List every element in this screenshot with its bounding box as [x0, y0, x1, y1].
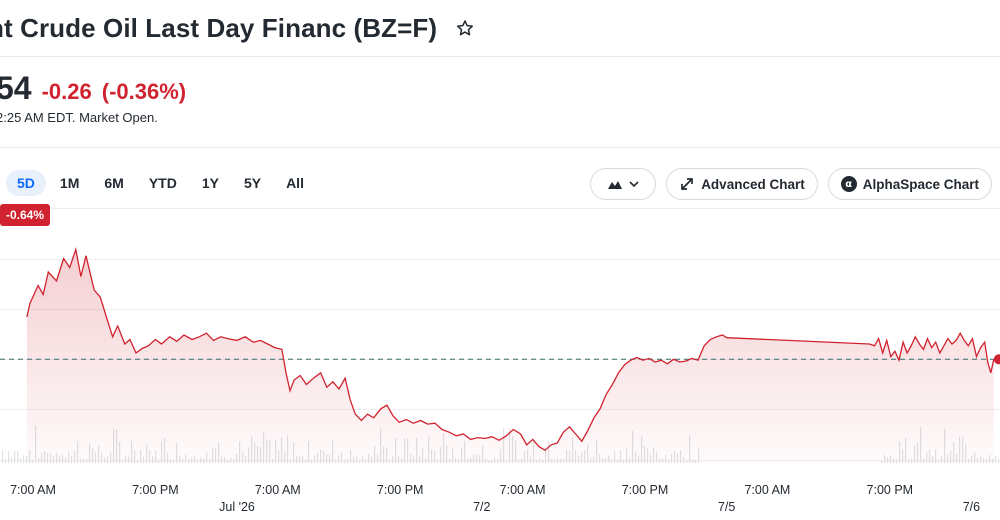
volume-bar	[26, 455, 28, 463]
volume-bar	[998, 459, 1000, 463]
x-tick-label: 7:00 AM	[744, 483, 790, 497]
volume-bar	[14, 450, 16, 463]
volume-bar	[20, 458, 22, 463]
x-tick-label: 7/5	[718, 500, 735, 514]
quote-row: 54 -0.26 (-0.36%)	[0, 70, 186, 107]
range-tab-6m[interactable]: 6M	[104, 175, 124, 191]
market-time: 2:25 AM EDT. Market Open.	[0, 110, 158, 125]
price-area	[26, 249, 994, 463]
advanced-chart-label: Advanced Chart	[701, 176, 805, 192]
x-tick-label: Jul '26	[219, 500, 255, 514]
alphaspace-chart-button[interactable]: α AlphaSpace Chart	[827, 168, 992, 200]
x-tick-label: 7:00 AM	[10, 483, 56, 497]
range-tab-all[interactable]: All	[286, 175, 304, 191]
star-icon[interactable]	[455, 18, 475, 38]
volume-bar	[8, 451, 10, 463]
range-tab-5d[interactable]: 5D	[6, 170, 46, 196]
x-tick-label: 7:00 PM	[622, 483, 669, 497]
range-tab-ytd[interactable]: YTD	[148, 175, 177, 191]
volume-bar	[2, 449, 4, 463]
quote-change: -0.26	[41, 79, 92, 104]
change-badge: -0.64%	[0, 204, 51, 226]
x-tick-label: 7/6	[963, 500, 980, 514]
quote-divider	[0, 147, 1000, 148]
x-tick-label: 7:00 PM	[132, 483, 179, 497]
x-tick-label: 7:00 AM	[255, 483, 301, 497]
chart-tools: Advanced Chart α AlphaSpace Chart	[580, 168, 992, 200]
volume-bar	[17, 451, 19, 463]
volume-bar	[23, 455, 25, 463]
advanced-chart-button[interactable]: Advanced Chart	[666, 168, 818, 200]
volume-bar	[11, 457, 13, 463]
x-tick-label: 7:00 PM	[867, 483, 914, 497]
mountain-chart-icon	[607, 176, 623, 192]
alphaspace-logo-icon: α	[840, 176, 857, 192]
title-row: nt Crude Oil Last Day Financ (BZ=F)	[0, 8, 475, 48]
volume-bar	[995, 455, 997, 463]
chevron-down-icon	[629, 180, 639, 188]
last-price-dot	[993, 354, 1000, 365]
expand-icon	[679, 176, 695, 192]
header-divider	[0, 56, 1000, 57]
range-tab-1y[interactable]: 1Y	[201, 175, 219, 191]
range-selector: 5D 1M 6M YTD 1Y 5Y All	[6, 170, 318, 196]
range-tab-1m[interactable]: 1M	[59, 175, 80, 191]
x-tick-label: 7:00 AM	[500, 483, 546, 497]
quote-price: 54	[0, 70, 32, 106]
x-tick-label: 7:00 PM	[377, 483, 424, 497]
x-tick-label: 7/2	[473, 500, 490, 514]
chart-type-button[interactable]	[590, 168, 657, 200]
volume-bar	[5, 458, 7, 463]
quote-change-percent: (-0.36%)	[101, 79, 187, 104]
range-tab-5y[interactable]: 5Y	[243, 175, 262, 191]
price-line	[26, 246, 995, 451]
alphaspace-chart-label: AlphaSpace Chart	[862, 176, 979, 192]
page-title: nt Crude Oil Last Day Financ (BZ=F)	[0, 12, 438, 43]
